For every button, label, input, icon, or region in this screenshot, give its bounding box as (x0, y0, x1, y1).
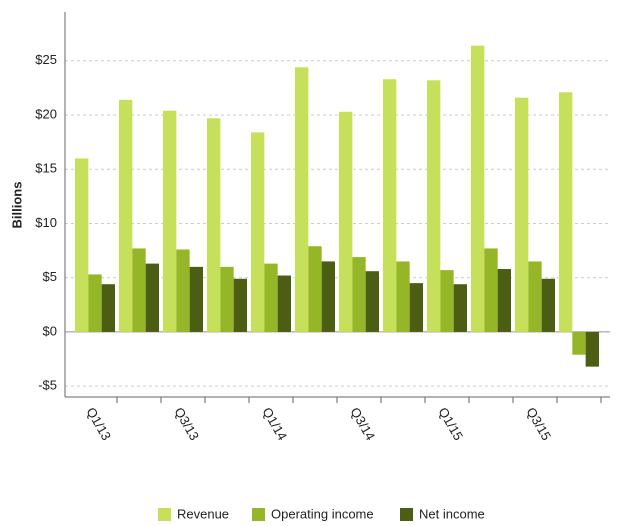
bar (277, 275, 291, 332)
bar (471, 45, 485, 332)
x-tick-label: Q1/15 (435, 405, 466, 443)
bar (559, 92, 573, 332)
bar (132, 248, 146, 332)
bar (453, 284, 467, 332)
y-tick-label: $10 (35, 215, 57, 230)
bar (308, 246, 322, 332)
x-tick-label: Q1/14 (259, 405, 290, 443)
bar (365, 271, 379, 332)
bar (528, 261, 542, 332)
y-tick-label: $0 (43, 323, 57, 338)
bar (75, 158, 89, 332)
bar (352, 257, 366, 332)
bar (189, 266, 203, 332)
bar (88, 274, 102, 332)
bar (163, 110, 177, 332)
legend-label: Revenue (177, 506, 229, 521)
bar (515, 97, 529, 332)
y-tick-label: $20 (35, 106, 57, 121)
y-tick-label: -$5 (38, 378, 57, 393)
y-tick-label: $25 (35, 52, 57, 67)
bar (251, 132, 265, 332)
bar (220, 266, 234, 332)
bar (145, 263, 159, 332)
bar (484, 248, 498, 332)
bar (427, 80, 441, 332)
bar (176, 249, 190, 332)
bar (101, 284, 115, 332)
bar (119, 99, 133, 332)
x-tick-label: Q3/15 (523, 405, 554, 443)
bar (497, 269, 511, 332)
bar (541, 278, 555, 332)
x-tick-label: Q3/14 (347, 405, 378, 443)
bar (233, 278, 247, 332)
bar (207, 118, 221, 332)
y-tick-label: $5 (43, 269, 57, 284)
legend-swatch (158, 508, 171, 521)
x-tick-label: Q3/13 (171, 405, 202, 443)
bar (572, 331, 586, 355)
legend-label: Operating income (271, 506, 374, 521)
bar (264, 263, 278, 332)
bar (396, 261, 410, 332)
bar (339, 111, 353, 332)
bar (321, 261, 335, 332)
legend-swatch (400, 508, 413, 521)
bar (440, 270, 454, 332)
y-axis-label: Billions (9, 182, 24, 229)
legend-label: Net income (419, 506, 485, 521)
y-tick-label: $15 (35, 161, 57, 176)
bar (295, 67, 309, 332)
bar (409, 283, 423, 332)
x-tick-label: Q1/13 (83, 405, 114, 443)
legend-swatch (252, 508, 265, 521)
bar (383, 79, 397, 332)
bar (585, 331, 599, 367)
